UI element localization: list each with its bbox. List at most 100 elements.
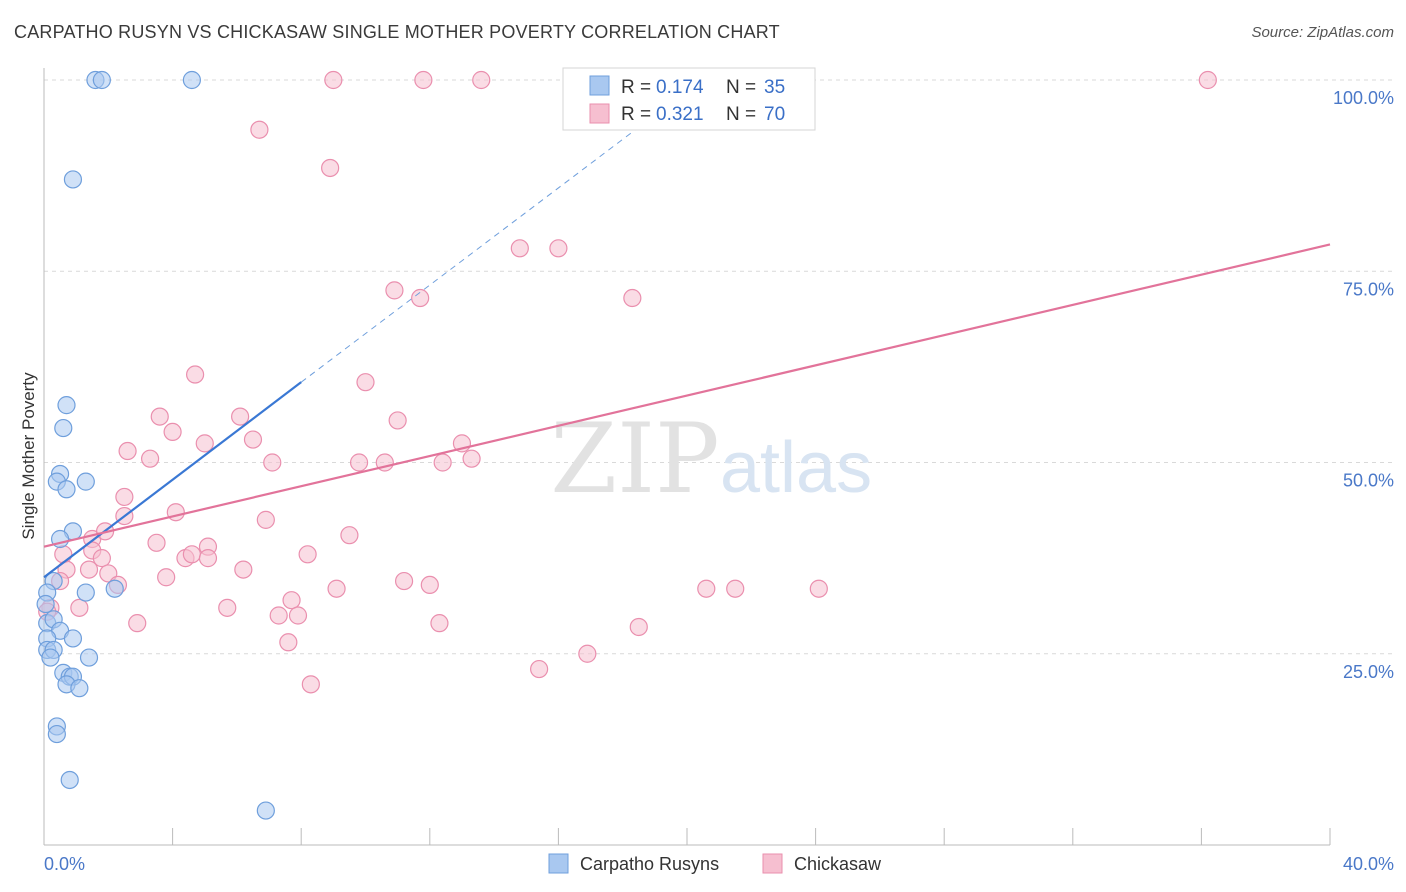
data-point-pink xyxy=(394,571,414,591)
trend-lines xyxy=(43,102,1331,579)
watermark-zip: ZIP xyxy=(550,403,719,515)
y-tick-label: 75.0% xyxy=(1343,279,1394,299)
data-point-pink xyxy=(118,441,137,461)
data-point-blue xyxy=(63,629,83,648)
legend-n-value: 70 xyxy=(764,104,785,125)
data-point-blue xyxy=(79,648,99,667)
data-point-pink xyxy=(327,579,346,598)
data-point-pink xyxy=(182,545,201,564)
data-point-pink xyxy=(54,545,73,564)
data-point-pink xyxy=(115,487,134,507)
watermark-atlas: atlas xyxy=(720,428,872,508)
data-point-pink xyxy=(324,70,343,90)
data-point-pink xyxy=(128,614,147,633)
x-ticks xyxy=(43,828,1331,845)
bottom-legend: Carpatho Rusyns Chickasaw xyxy=(548,853,882,874)
legend-n-label: N = xyxy=(726,104,756,125)
data-point-blue xyxy=(182,70,201,90)
data-point-pink xyxy=(809,579,828,598)
data-point-pink xyxy=(629,617,648,637)
data-point-pink xyxy=(195,434,214,453)
data-point-pink xyxy=(356,373,375,392)
data-point-blue xyxy=(41,648,60,667)
data-point-pink xyxy=(269,606,288,625)
legend-r-label: R = xyxy=(621,104,651,125)
data-point-pink xyxy=(92,549,111,568)
data-point-pink xyxy=(279,633,298,652)
data-point-pink xyxy=(433,453,452,472)
data-point-pink xyxy=(231,407,250,426)
data-point-pink xyxy=(147,533,166,552)
data-point-pink xyxy=(288,606,308,625)
series-chickasaw xyxy=(38,70,1217,694)
y-tick-label: 25.0% xyxy=(1343,662,1394,682)
data-point-pink xyxy=(70,598,89,617)
data-point-pink xyxy=(263,453,282,472)
data-point-pink xyxy=(385,281,404,300)
data-point-pink xyxy=(163,422,182,441)
source-label: Source: ZipAtlas.com xyxy=(1251,24,1394,41)
data-point-pink xyxy=(150,407,169,426)
data-point-pink xyxy=(186,365,205,384)
data-point-pink xyxy=(298,545,317,564)
data-point-pink xyxy=(697,579,716,598)
data-point-pink xyxy=(234,560,253,579)
bottom-legend-label: Chickasaw xyxy=(794,854,882,874)
data-point-pink xyxy=(218,598,237,617)
data-point-blue xyxy=(63,170,83,189)
data-point-blue xyxy=(57,396,76,415)
watermark: ZIP atlas xyxy=(550,403,872,515)
data-point-pink xyxy=(411,288,430,308)
data-point-pink xyxy=(510,239,529,258)
bottom-legend-label: Carpatho Rusyns xyxy=(580,854,719,874)
data-point-pink xyxy=(157,568,176,587)
data-point-pink xyxy=(549,239,568,258)
data-point-pink xyxy=(414,70,433,90)
data-point-pink xyxy=(430,614,449,633)
bottom-legend-swatch-pink xyxy=(762,853,783,874)
x-tick-label-left: 0.0% xyxy=(44,854,85,874)
data-point-blue xyxy=(76,583,95,602)
chart-title: CARPATHO RUSYN VS CHICKASAW SINGLE MOTHE… xyxy=(14,22,780,42)
bottom-legend-swatch-blue xyxy=(548,853,569,874)
data-point-pink xyxy=(578,644,597,663)
data-point-pink xyxy=(726,579,745,598)
data-point-pink xyxy=(340,526,359,545)
y-axis-label: Single Mother Poverty xyxy=(19,372,38,540)
legend-swatch-blue xyxy=(589,75,610,96)
legend-r-label: R = xyxy=(621,77,651,98)
x-tick-label-right: 40.0% xyxy=(1343,854,1394,874)
legend-swatch-pink xyxy=(589,103,610,124)
trend-line-blue-extension xyxy=(300,102,672,383)
data-point-blue xyxy=(54,418,73,438)
data-point-pink xyxy=(79,560,99,579)
data-point-pink xyxy=(388,411,407,430)
y-tick-labels: 25.0% 50.0% 75.0% 100.0% xyxy=(1333,88,1394,682)
data-point-blue xyxy=(60,770,79,790)
series-carpatho-rusyns xyxy=(36,70,275,820)
data-point-pink xyxy=(250,120,269,139)
data-point-pink xyxy=(462,449,481,468)
data-point-pink xyxy=(472,70,491,90)
data-point-blue xyxy=(57,480,76,499)
legend: R = 0.174 N = 35 R = 0.321 N = 70 xyxy=(562,67,816,131)
data-point-blue xyxy=(70,679,89,698)
data-point-pink xyxy=(420,575,439,595)
data-point-blue xyxy=(92,70,111,90)
data-point-pink xyxy=(282,591,301,610)
legend-n-value: 35 xyxy=(764,77,785,98)
y-tick-label: 50.0% xyxy=(1343,471,1394,491)
data-point-blue xyxy=(76,472,95,491)
legend-n-label: N = xyxy=(726,77,756,98)
data-point-blue xyxy=(47,724,66,744)
legend-r-value: 0.174 xyxy=(656,77,704,98)
data-point-blue xyxy=(105,579,124,598)
data-point-pink xyxy=(198,549,218,568)
data-point-pink xyxy=(243,430,263,449)
data-point-pink xyxy=(140,449,160,468)
data-point-pink xyxy=(256,510,275,529)
legend-r-value: 0.321 xyxy=(656,104,704,125)
data-point-pink xyxy=(623,288,642,308)
trend-line-blue xyxy=(43,381,302,579)
